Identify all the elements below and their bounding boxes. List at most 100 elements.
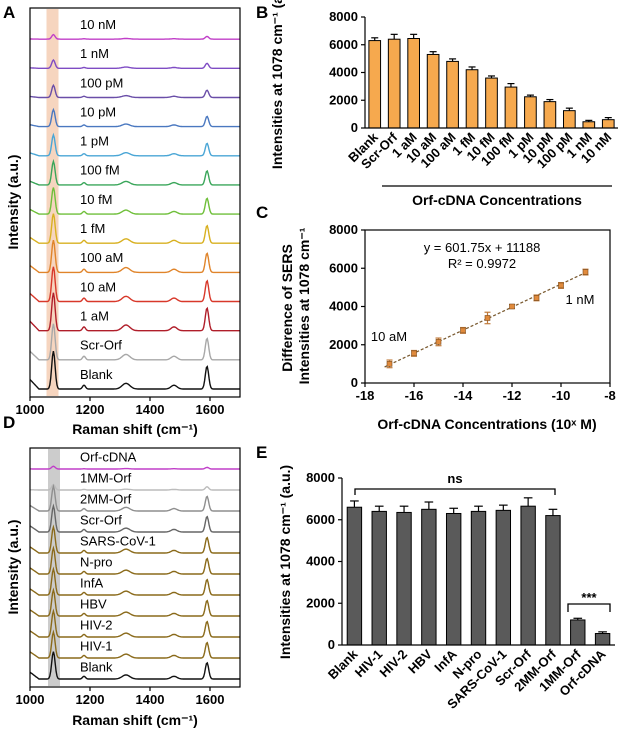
spectrum-label: HIV-1 (80, 639, 113, 654)
bar (371, 510, 387, 646)
x-tick-label: -14 (454, 388, 474, 403)
y-axis-label: Intensities at 1078 cm⁻¹ (a.u.) (269, 0, 285, 169)
bar (504, 86, 518, 129)
panel-label-e: E (256, 443, 267, 462)
x-tick-label: -10 (552, 388, 571, 403)
data-point (582, 269, 589, 275)
y-tick-label: 4000 (329, 65, 358, 80)
spectrum-line (29, 292, 240, 332)
spectrum-label: Blank (80, 367, 113, 382)
y-axis-label: Intensity (a.u.) (5, 520, 21, 615)
spectrum-line (29, 524, 240, 554)
y-tick-label: 0 (328, 637, 335, 652)
data-point (558, 282, 564, 289)
spectrum-label: 1 nM (80, 46, 109, 61)
spectrum-label: 100 fM (80, 163, 120, 178)
spectrum-line (29, 240, 240, 274)
spectrum-line (29, 213, 240, 244)
bar (495, 509, 512, 646)
y-tick-label: 8000 (306, 470, 335, 485)
x-tick-label: -16 (405, 388, 424, 403)
spectrum-line (29, 266, 240, 303)
spectrum-line (30, 33, 240, 40)
y-tick-label: 8000 (329, 222, 358, 237)
spectrum-line (29, 483, 240, 512)
significance-bracket (567, 603, 611, 612)
bar (470, 510, 487, 646)
spectrum-label: 10 pM (80, 104, 116, 119)
panel-label-c: C (256, 203, 268, 222)
data-point (484, 315, 491, 321)
x-tick-label: 1400 (136, 402, 165, 417)
ns-bracket (354, 488, 556, 495)
spectrum-label: Blank (80, 660, 113, 675)
x-tick-label: HBV (405, 646, 435, 676)
x-tick-label: 1000 (16, 402, 45, 417)
data-point (411, 350, 417, 357)
bar (485, 77, 498, 129)
data-point (460, 327, 466, 334)
x-tick-label: HIV-1 (352, 647, 386, 681)
bracket-label: Orf-cDNA Concentrations (412, 192, 582, 208)
bar (445, 512, 462, 646)
spectrum-label: 100 aM (80, 250, 123, 265)
spectrum-label: 1 fM (80, 221, 105, 236)
y-tick-label: 6000 (329, 260, 358, 275)
bar (520, 505, 536, 646)
spectrum-label: 10 fM (80, 192, 113, 207)
data-point (509, 303, 515, 310)
data-point (435, 339, 442, 345)
x-axis-label: Orf-cDNA Concentrations (10ˣ M) (377, 416, 596, 432)
spectrum-line (29, 158, 240, 186)
spectrum-label: 100 pM (80, 75, 123, 90)
data-point (533, 295, 540, 301)
x-tick-label: 1200 (76, 692, 105, 707)
spectrum-label: N-pro (80, 555, 113, 570)
axes-frame (29, 447, 241, 688)
x-axis-label: Raman shift (cm⁻¹) (72, 421, 198, 437)
y-axis-label: Difference of SERS Intensities at 1078 c… (279, 227, 312, 384)
spectrum-label: Scr-Orf (80, 338, 122, 353)
x-tick-label: 1600 (196, 692, 225, 707)
x-tick-label: -18 (356, 388, 375, 403)
spectrum-label: InfA (80, 576, 103, 591)
bar (407, 38, 420, 129)
y-tick-label: 0 (351, 120, 358, 135)
spectrum-line (29, 608, 240, 638)
bar (524, 96, 537, 129)
spectrum-label: SARS-CoV-1 (80, 534, 156, 549)
bar (465, 69, 479, 129)
r-squared: R² = 0.9972 (448, 256, 516, 271)
significance-stars: *** (581, 590, 597, 605)
bar (387, 38, 401, 129)
bar (543, 101, 557, 129)
bar (601, 119, 615, 129)
bar (545, 515, 561, 646)
y-label-line1: Difference of SERS (279, 244, 295, 372)
y-axis-label: Intensity (a.u.) (5, 155, 21, 250)
spectrum-line (29, 107, 240, 128)
spectrum-label: HIV-2 (80, 618, 113, 633)
spectrum-line (29, 350, 240, 390)
y-tick-label: 0 (351, 375, 358, 390)
spectrum-line (30, 465, 240, 470)
spectrum-line (29, 587, 240, 617)
bar (563, 110, 576, 129)
y-label-line2: Intensities at 1078 cm⁻¹ (296, 227, 312, 384)
y-tick-label: 6000 (306, 512, 335, 527)
spectrum-label: Orf-cDNA (80, 450, 137, 465)
panel-label-b: B (256, 3, 268, 22)
spectrum-label: 10 aM (80, 279, 116, 294)
y-tick-label: 2000 (329, 337, 358, 352)
y-tick-label: 4000 (306, 554, 335, 569)
spectrum-label: 1MM-Orf (80, 471, 132, 486)
spectrum-label: HBV (80, 597, 107, 612)
spectrum-line (29, 566, 240, 596)
high-point-label: 1 nM (566, 292, 595, 307)
x-tick-label: HIV-2 (377, 647, 411, 681)
x-axis-label: Raman shift (cm⁻¹) (72, 712, 198, 728)
y-tick-label: 4000 (329, 299, 358, 314)
y-tick-label: 8000 (329, 9, 358, 24)
